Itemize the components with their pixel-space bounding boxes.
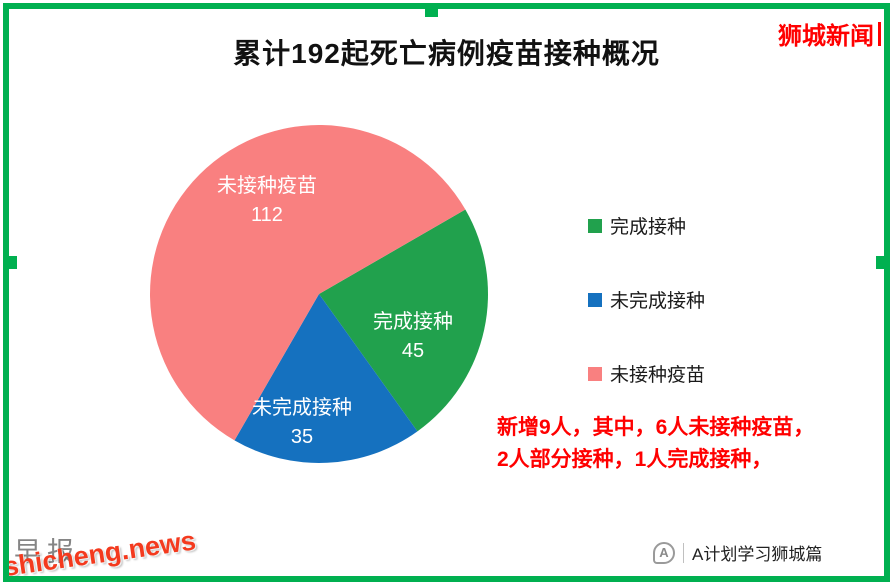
chart-legend: 完成接种 未完成接种 未接种疫苗	[588, 212, 705, 387]
legend-swatch-pink	[588, 366, 602, 381]
legend-label: 完成接种	[610, 217, 687, 238]
legend-swatch-blue	[588, 292, 602, 307]
pie-label-text: 未接种疫苗	[217, 175, 317, 197]
pie-svg	[150, 125, 489, 464]
legend-label: 未完成接种	[610, 291, 706, 312]
account-footer: A A计划学习狮城篇	[653, 540, 822, 565]
pie-label-fully-vaccinated: 完成接种 45	[313, 308, 513, 366]
chart-title: 累计192起死亡病例疫苗接种概况	[233, 38, 660, 69]
legend-label: 未接种疫苗	[610, 365, 706, 386]
new-cases-annotation: 新增9人，其中，6人未接种疫苗， 2人部分接种，1人完成接种，	[497, 412, 814, 476]
pie-label-value: 45	[401, 340, 425, 362]
brand-bar	[878, 21, 881, 46]
pie-label-text: 未完成接种	[252, 397, 352, 419]
brand-text: 狮城新闻	[778, 23, 874, 50]
legend-item-fully-vaccinated: 完成接种	[588, 212, 705, 239]
legend-item-partially-vaccinated: 未完成接种	[588, 286, 705, 313]
account-name: A计划学习狮城篇	[692, 545, 823, 564]
footer-divider	[683, 542, 684, 563]
pie-label-value: 35	[290, 426, 314, 448]
pie-label-unvaccinated: 未接种疫苗 112	[157, 172, 377, 230]
frame-ornament-right	[876, 256, 889, 269]
legend-item-unvaccinated: 未接种疫苗	[588, 360, 705, 387]
pie-label-value: 112	[251, 204, 283, 226]
faint-watermark: 早报	[14, 537, 80, 567]
annotation-line1: 新增9人，其中，6人未接种疫苗，	[497, 416, 815, 439]
pie-label-partially-vaccinated: 未完成接种 35	[202, 394, 402, 452]
legend-swatch-green	[588, 218, 602, 233]
frame-ornament-left	[4, 256, 17, 269]
annotation-line2: 2人部分接种，1人完成接种，	[497, 448, 773, 471]
pie-chart	[148, 123, 490, 465]
chat-bubble-icon: A	[653, 541, 675, 564]
brand-logo: 狮城新闻	[778, 16, 881, 51]
pie-label-text: 完成接种	[373, 311, 453, 333]
frame-ornament-top	[425, 4, 438, 17]
